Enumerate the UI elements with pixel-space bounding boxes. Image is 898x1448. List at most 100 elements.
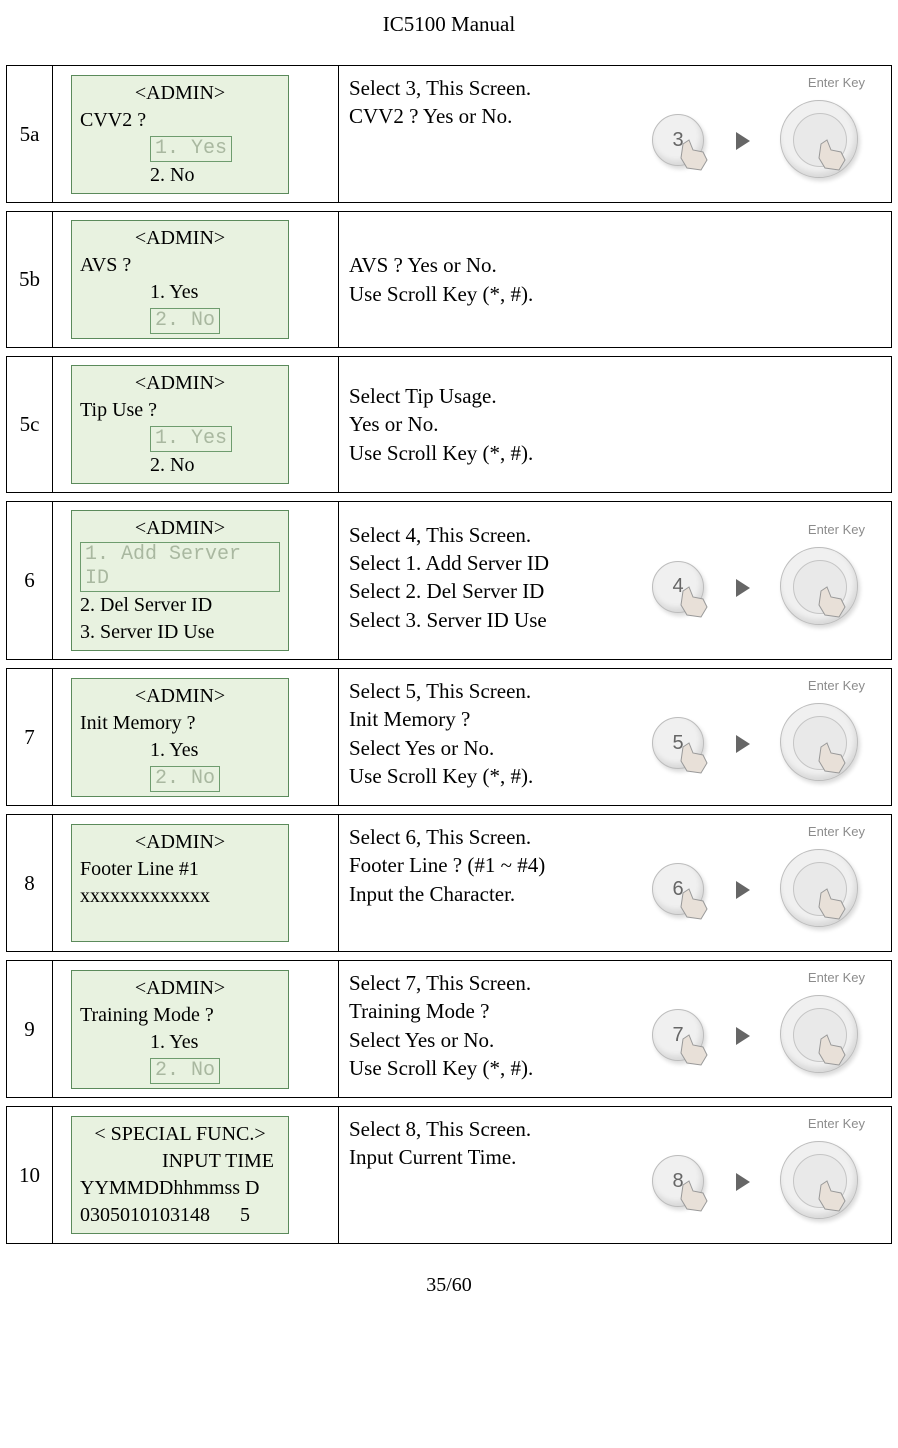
screen-cell: <ADMIN> Init Memory ? 1. Yes 2. No xyxy=(53,669,339,806)
description-text: Select 6, This Screen. Footer Line ? (#1… xyxy=(349,823,545,908)
device-screen: < SPECIAL FUNC.> INPUT TIME YYMMDDhhmmss… xyxy=(71,1116,289,1234)
step-row: 8 <ADMIN> Footer Line #1 xxxxxxxxxxxxx S… xyxy=(6,814,892,952)
screen-title: < SPECIAL FUNC.> xyxy=(80,1121,280,1148)
description-cell: Select 4, This Screen. Select 1. Add Ser… xyxy=(339,502,892,660)
screen-selected: 2. No xyxy=(80,764,280,792)
screen-title: <ADMIN> xyxy=(80,370,280,397)
description-text: Select 4, This Screen. Select 1. Add Ser… xyxy=(349,521,549,634)
screen-option: 2. No xyxy=(80,162,280,189)
screen-selected: 2. No xyxy=(80,306,280,334)
hand-icon xyxy=(808,583,854,623)
device-screen: <ADMIN> Tip Use ? 1. Yes 2. No xyxy=(71,365,289,484)
desc-line: Select 1. Add Server ID xyxy=(349,549,549,577)
enter-key-label: Enter Key xyxy=(808,969,865,987)
screen-line: 2. Del Server ID xyxy=(80,592,280,619)
desc-line: Select 7, This Screen. xyxy=(349,969,533,997)
enter-key-label: Enter Key xyxy=(808,1115,865,1133)
description-text: Select 3, This Screen. CVV2 ? Yes or No. xyxy=(349,74,531,131)
screen-title: <ADMIN> xyxy=(80,975,280,1002)
description-cell: Select Tip Usage. Yes or No. Use Scroll … xyxy=(339,357,892,493)
desc-line: Use Scroll Key (*, #). xyxy=(349,439,881,467)
step-row: 10 < SPECIAL FUNC.> INPUT TIME YYMMDDhhm… xyxy=(6,1106,892,1244)
step-row: 5a <ADMIN> CVV2 ? 1. Yes 2. No Select 3,… xyxy=(6,65,892,203)
enter-key-label: Enter Key xyxy=(808,74,865,92)
step-row: 5c <ADMIN> Tip Use ? 1. Yes 2. No Select… xyxy=(6,356,892,493)
screen-title: <ADMIN> xyxy=(80,683,280,710)
desc-line: Use Scroll Key (*, #). xyxy=(349,762,533,790)
desc-line: Select 3. Server ID Use xyxy=(349,606,549,634)
enter-key-label: Enter Key xyxy=(808,521,865,539)
arrow-right-icon xyxy=(736,1027,750,1045)
hand-icon xyxy=(670,583,716,623)
screen-option: 2. No xyxy=(80,452,280,479)
screen-cell: <ADMIN> Training Mode ? 1. Yes 2. No xyxy=(53,961,339,1098)
keypress-figure: Enter Key 6 xyxy=(646,823,881,943)
screen-option: 1. Yes xyxy=(80,1029,280,1056)
description-text: Select 5, This Screen. Init Memory ? Sel… xyxy=(349,677,533,790)
hand-icon xyxy=(808,885,854,925)
hand-icon xyxy=(670,136,716,176)
desc-line: AVS ? Yes or No. xyxy=(349,251,881,279)
device-screen: <ADMIN> AVS ? 1. Yes 2. No xyxy=(71,220,289,339)
screen-cell: <ADMIN> AVS ? 1. Yes 2. No xyxy=(53,212,339,348)
desc-line: Select Tip Usage. xyxy=(349,382,881,410)
arrow-right-icon xyxy=(736,132,750,150)
hand-icon xyxy=(808,136,854,176)
step-row: 9 <ADMIN> Training Mode ? 1. Yes 2. No S… xyxy=(6,960,892,1098)
step-number: 5c xyxy=(7,357,53,493)
desc-line: Select 6, This Screen. xyxy=(349,823,545,851)
screen-line: AVS ? xyxy=(80,252,280,279)
desc-line: Init Memory ? xyxy=(349,705,533,733)
screen-line: Training Mode ? xyxy=(80,1002,280,1029)
desc-line: Input Current Time. xyxy=(349,1143,531,1171)
desc-line: Use Scroll Key (*, #). xyxy=(349,280,881,308)
step-number: 8 xyxy=(7,815,53,952)
screen-title: <ADMIN> xyxy=(80,829,280,856)
description-text: Select 7, This Screen. Training Mode ? S… xyxy=(349,969,533,1082)
screen-cell: <ADMIN> Tip Use ? 1. Yes 2. No xyxy=(53,357,339,493)
screen-line: CVV2 ? xyxy=(80,107,280,134)
screen-option: 1. Yes xyxy=(80,279,280,306)
arrow-right-icon xyxy=(736,1173,750,1191)
device-screen: <ADMIN> Footer Line #1 xxxxxxxxxxxxx xyxy=(71,824,289,942)
page-title: IC5100 Manual xyxy=(6,12,892,37)
step-row: 5b <ADMIN> AVS ? 1. Yes 2. No AVS ? Yes … xyxy=(6,211,892,348)
screen-title: <ADMIN> xyxy=(80,80,280,107)
device-screen: <ADMIN> Init Memory ? 1. Yes 2. No xyxy=(71,678,289,797)
step-row: 6 <ADMIN> 1. Add Server ID 2. Del Server… xyxy=(6,501,892,660)
desc-line: Select 8, This Screen. xyxy=(349,1115,531,1143)
device-screen: <ADMIN> Training Mode ? 1. Yes 2. No xyxy=(71,970,289,1089)
screen-cell: <ADMIN> 1. Add Server ID 2. Del Server I… xyxy=(53,502,339,660)
screen-line: Tip Use ? xyxy=(80,397,280,424)
description-cell: Select 8, This Screen. Input Current Tim… xyxy=(339,1107,892,1244)
description-cell: AVS ? Yes or No. Use Scroll Key (*, #). xyxy=(339,212,892,348)
screen-title: <ADMIN> xyxy=(80,515,280,542)
hand-icon xyxy=(808,1177,854,1217)
screen-title: <ADMIN> xyxy=(80,225,280,252)
description-cell: Select 5, This Screen. Init Memory ? Sel… xyxy=(339,669,892,806)
description-cell: Select 3, This Screen. CVV2 ? Yes or No.… xyxy=(339,66,892,203)
step-number: 7 xyxy=(7,669,53,806)
hand-icon xyxy=(670,1031,716,1071)
enter-key-label: Enter Key xyxy=(808,823,865,841)
selected-option: 1. Add Server ID xyxy=(80,542,280,592)
step-row: 7 <ADMIN> Init Memory ? 1. Yes 2. No Sel… xyxy=(6,668,892,806)
keypress-figure: Enter Key 8 xyxy=(646,1115,881,1235)
step-number: 10 xyxy=(7,1107,53,1244)
arrow-right-icon xyxy=(736,881,750,899)
desc-line: Footer Line ? (#1 ~ #4) xyxy=(349,851,545,879)
screen-line: Init Memory ? xyxy=(80,710,280,737)
keypress-figure: Enter Key 4 xyxy=(646,521,881,641)
keypress-figure: Enter Key 5 xyxy=(646,677,881,797)
step-number: 5b xyxy=(7,212,53,348)
selected-option: 1. Yes xyxy=(150,136,232,162)
desc-line: Select Yes or No. xyxy=(349,734,533,762)
selected-option: 1. Yes xyxy=(150,426,232,452)
desc-line: Select 5, This Screen. xyxy=(349,677,533,705)
screen-cell: <ADMIN> Footer Line #1 xxxxxxxxxxxxx xyxy=(53,815,339,952)
arrow-right-icon xyxy=(736,579,750,597)
screen-line: xxxxxxxxxxxxx xyxy=(80,883,280,910)
hand-icon xyxy=(670,1177,716,1217)
desc-line: Training Mode ? xyxy=(349,997,533,1025)
enter-key-label: Enter Key xyxy=(808,677,865,695)
